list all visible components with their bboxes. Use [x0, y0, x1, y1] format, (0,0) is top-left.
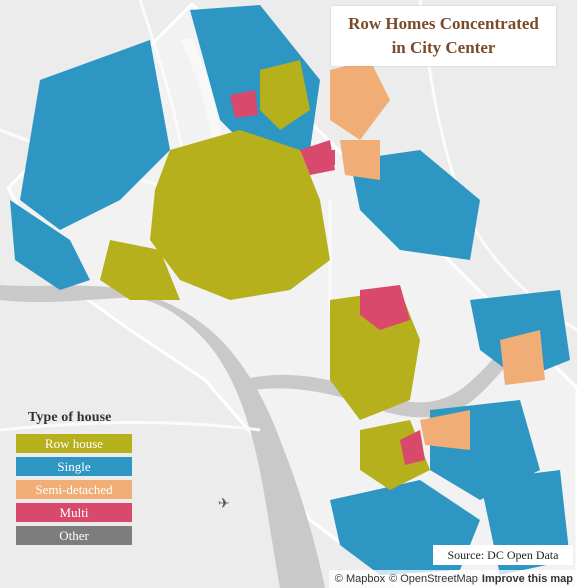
single-homes-area	[10, 5, 570, 575]
improve-map-link[interactable]: Improve this map	[481, 573, 573, 585]
airport-icon: ✈	[218, 496, 230, 512]
legend-item-semi-detached: Semi-detached	[16, 480, 132, 499]
map-title-line-1: Row Homes Concentrated	[348, 14, 539, 33]
map-title-box: Row Homes Concentrated in City Center	[331, 6, 556, 66]
legend: Type of house Row house Single Semi-deta…	[16, 410, 146, 549]
map-title-line-2: in City Center	[391, 38, 496, 57]
anacostia-river	[250, 330, 530, 418]
legend-item-row-house: Row house	[16, 434, 132, 453]
legend-item-single: Single	[16, 457, 132, 476]
mapbox-attribution-link[interactable]: © Mapbox	[334, 573, 386, 585]
row-house-area	[100, 60, 430, 490]
legend-item-multi: Multi	[16, 503, 132, 522]
legend-item-other: Other	[16, 526, 132, 545]
map-attribution: © Mapbox © OpenStreetMap Improve this ma…	[328, 570, 577, 588]
openstreetmap-attribution-link[interactable]: © OpenStreetMap	[389, 573, 478, 585]
legend-title: Type of house	[28, 410, 112, 425]
source-note: Source: DC Open Data	[433, 545, 573, 565]
semi-detached-area	[330, 60, 545, 450]
potomac-river	[0, 285, 325, 588]
multi-homes-area	[230, 90, 425, 465]
